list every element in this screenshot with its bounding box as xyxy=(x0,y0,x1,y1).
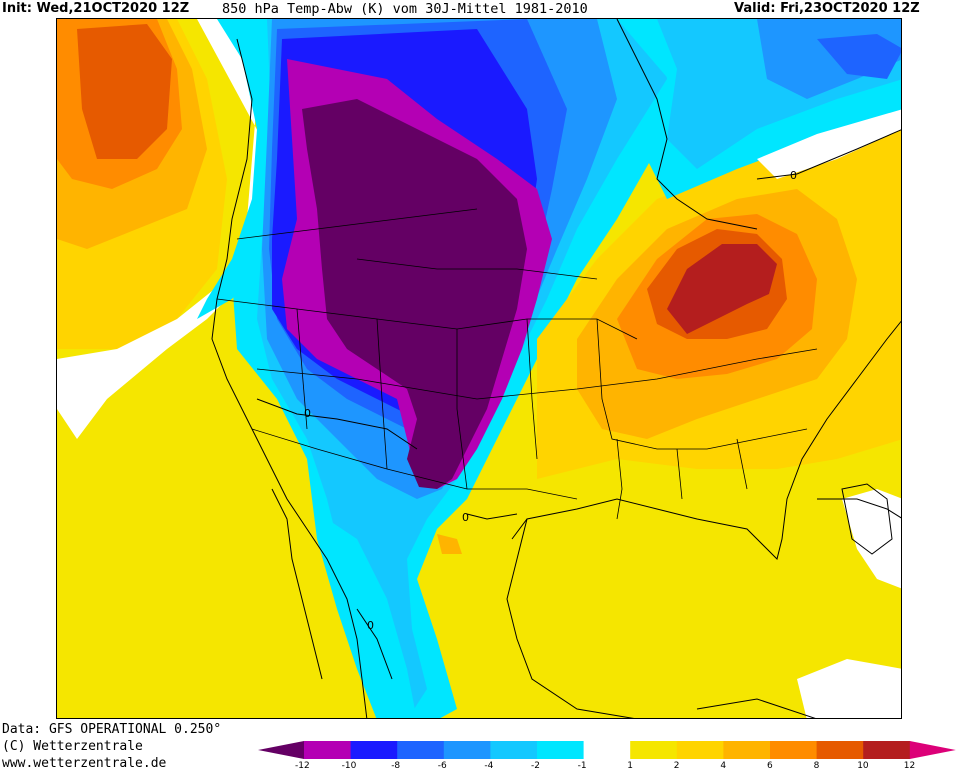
colorbar-swatch xyxy=(816,741,864,759)
colorbar-tick-label: 10 xyxy=(857,761,869,771)
anomaly-field-cyan-mexico xyxy=(327,519,417,718)
colorbar-tick-label: -1 xyxy=(577,761,587,771)
colorbar-swatch xyxy=(397,741,445,759)
copyright-label: (C) Wetterzentrale xyxy=(2,739,143,754)
colorbar-swatch xyxy=(630,741,678,759)
colorbar-tick-label: -2 xyxy=(531,761,540,771)
contour-label: 0 xyxy=(367,619,374,632)
map-title: 850 hPa Temp-Abw (K) vom 30J-Mittel 1981… xyxy=(222,1,588,17)
anomaly-field-deeppurple-continent xyxy=(302,99,527,489)
contour-label: 0 xyxy=(790,169,797,182)
colorbar-tick-label: 1 xyxy=(627,761,633,771)
colorbar-tick-label: 4 xyxy=(720,761,727,771)
anomaly-field-darkorange-pacific xyxy=(77,24,172,159)
colorbar-low-end xyxy=(258,741,304,759)
coastlines xyxy=(211,19,901,718)
zero-contours xyxy=(256,129,901,680)
colorbar-tick-label: -12 xyxy=(295,761,310,771)
init-time-label: Init: Wed,21OCT2020 12Z xyxy=(2,1,190,16)
map-panel: 0 0 0 0 xyxy=(56,18,902,719)
valid-time-label: Valid: Fri,23OCT2020 12Z xyxy=(734,1,920,16)
anomaly-field-white-labrador xyxy=(757,109,901,179)
data-source-label: Data: GFS OPERATIONAL 0.250° xyxy=(2,722,222,737)
anomaly-field-white-pacific xyxy=(57,19,262,439)
colorbar-swatch xyxy=(490,741,538,759)
contour-label: 0 xyxy=(462,511,469,524)
colorbar-swatch xyxy=(583,741,631,759)
colorbar-tick-label: 2 xyxy=(673,761,680,771)
colorbar-swatch xyxy=(443,741,491,759)
anomaly-field-white-atlantic xyxy=(842,489,901,589)
colorbar-tick-label: 12 xyxy=(903,761,916,771)
borders xyxy=(216,208,818,520)
contour-label: 0 xyxy=(304,407,311,420)
colorbar-swatch xyxy=(350,741,398,759)
colorbar-high-end xyxy=(909,741,956,759)
colorbar-swatch xyxy=(723,741,771,759)
colorbar-swatch xyxy=(770,741,818,759)
colorbar-tick-label: -10 xyxy=(341,761,357,771)
colorbar-tick-label: 6 xyxy=(767,761,773,771)
anomaly-field-red-east xyxy=(667,244,777,334)
anomaly-field-white-caribbean xyxy=(797,659,901,718)
website-label: www.wetterzentrale.de xyxy=(2,756,167,771)
colorbar-swatch xyxy=(863,741,911,759)
colorbar-tick-label: -6 xyxy=(437,761,447,771)
anomaly-field-orange-gulf xyxy=(437,534,462,554)
colorbar-tick-label: -4 xyxy=(484,761,494,771)
colorbar-swatch xyxy=(537,741,585,759)
colorbar-tick-label: 8 xyxy=(813,761,820,771)
colorbar xyxy=(258,741,956,759)
colorbar-swatch xyxy=(676,741,724,759)
colorbar-tick-label: -8 xyxy=(391,761,401,771)
temperature-anomaly-map: 0 0 0 0 xyxy=(57,19,901,718)
anomaly-field-midblue-northeast xyxy=(817,34,901,79)
colorbar-swatch xyxy=(304,741,352,759)
